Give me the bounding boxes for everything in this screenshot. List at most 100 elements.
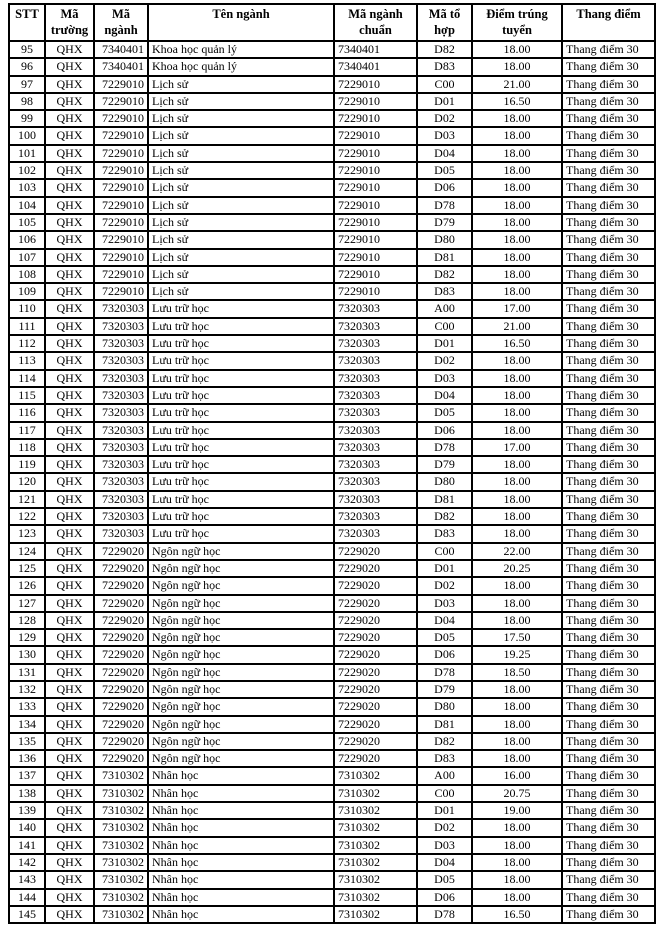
table-row: 108 QHX 7229010 Lịch sử 7229010 D82 18.00 Thang… — [8, 264, 656, 285]
cell-ma-truong: QHX — [44, 230, 95, 250]
cell-ma-to-hop: D79 — [416, 212, 473, 233]
cell-ma-nganh: 7320303 — [93, 472, 149, 492]
cell-diem-trung-tuyen: 16.50 — [471, 334, 563, 354]
header-ma-truong: Mã trường — [44, 3, 95, 42]
table-row: 136 QHX 7229020 Ngôn ngữ học 7229020 D83 18.00… — [8, 749, 656, 769]
cell-ma-to-hop: D78 — [416, 662, 473, 683]
table-row: 143 QHX 7310302 Nhân học 7310302 D05 18.00 Than… — [8, 870, 656, 890]
cell-ma-nganh: 7320303 — [93, 299, 149, 319]
cell-ten-nganh: Ngôn ngữ học — [147, 679, 335, 700]
cell-thang-diem: Thang điểm 30 — [561, 662, 656, 683]
cell-ma-to-hop: D79 — [416, 679, 473, 700]
cell-diem-trung-tuyen: 19.25 — [471, 645, 563, 665]
cell-ma-nganh-chuan: 7229010 — [333, 247, 418, 267]
cell-diem-trung-tuyen: 18.00 — [471, 57, 563, 77]
cell-stt: 117 — [8, 420, 46, 440]
table-row: 105 QHX 7229010 Lịch sử 7229010 D79 18.00 Thang… — [8, 212, 656, 233]
table-row: 133 QHX 7229020 Ngôn ngữ học 7229020 D80 18.00… — [8, 697, 656, 717]
cell-ma-nganh-chuan: 7229010 — [333, 161, 418, 181]
cell-diem-trung-tuyen: 18.00 — [471, 109, 563, 129]
cell-ma-nganh: 7310302 — [93, 904, 149, 925]
cell-stt: 98 — [8, 91, 46, 112]
cell-ma-nganh: 7340401 — [93, 39, 149, 60]
table-row: 123 QHX 7320303 Lưu trữ học 7320303 D83 18.00 T… — [8, 524, 656, 544]
cell-ma-truong: QHX — [44, 835, 95, 855]
cell-diem-trung-tuyen: 18.00 — [471, 455, 563, 475]
cell-ma-truong: QHX — [44, 351, 95, 371]
cell-ma-truong: QHX — [44, 610, 95, 631]
cell-ten-nganh: Nhân học — [147, 818, 335, 838]
cell-ma-nganh: 7229020 — [93, 662, 149, 683]
cell-ma-nganh: 7229010 — [93, 74, 149, 94]
cell-thang-diem: Thang điểm 30 — [561, 91, 656, 112]
cell-ma-nganh-chuan: 7320303 — [333, 506, 418, 527]
cell-thang-diem: Thang điểm 30 — [561, 230, 656, 250]
cell-stt: 109 — [8, 282, 46, 302]
cell-stt: 142 — [8, 852, 46, 873]
cell-diem-trung-tuyen: 18.00 — [471, 870, 563, 890]
cell-diem-trung-tuyen: 16.50 — [471, 91, 563, 112]
header-ten-nganh: Tên ngành — [147, 3, 335, 42]
cell-stt: 128 — [8, 610, 46, 631]
cell-ma-nganh-chuan: 7229010 — [333, 195, 418, 215]
table-row: 145 QHX 7310302 Nhân học 7310302 D78 16.50 Than… — [8, 904, 656, 925]
header-diem-trung-tuyen: Điểm trúng tuyển — [471, 3, 563, 42]
cell-thang-diem: Thang điểm 30 — [561, 472, 656, 492]
table-row: 128 QHX 7229020 Ngôn ngữ học 7229020 D04 18.00… — [8, 610, 656, 631]
cell-stt: 111 — [8, 316, 46, 337]
cell-ma-nganh-chuan: 7229020 — [333, 593, 418, 613]
cell-ma-nganh: 7229010 — [93, 178, 149, 198]
cell-diem-trung-tuyen: 19.00 — [471, 801, 563, 821]
cell-ten-nganh: Ngôn ngữ học — [147, 610, 335, 631]
cell-ma-nganh-chuan: 7310302 — [333, 852, 418, 873]
table-row: 129 QHX 7229020 Ngôn ngữ học 7229020 D05 17.50… — [8, 628, 656, 648]
cell-thang-diem: Thang điểm 30 — [561, 126, 656, 146]
cell-ma-to-hop: D02 — [416, 818, 473, 838]
cell-ma-to-hop: D83 — [416, 282, 473, 302]
cell-ma-truong: QHX — [44, 714, 95, 734]
cell-ten-nganh: Lịch sử — [147, 282, 335, 302]
table-row: 102 QHX 7229010 Lịch sử 7229010 D05 18.00 Thang… — [8, 161, 656, 181]
cell-ma-nganh: 7320303 — [93, 506, 149, 527]
table-row: 140 QHX 7310302 Nhân học 7310302 D02 18.00 Than… — [8, 818, 656, 838]
table-row: 135 QHX 7229020 Ngôn ngữ học 7229020 D82 18.00… — [8, 731, 656, 752]
cell-stt: 136 — [8, 749, 46, 769]
cell-diem-trung-tuyen: 16.50 — [471, 904, 563, 925]
cell-ma-nganh-chuan: 7320303 — [333, 403, 418, 423]
cell-ma-to-hop: D02 — [416, 109, 473, 129]
cell-ma-to-hop: C00 — [416, 74, 473, 94]
cell-ma-nganh-chuan: 7320303 — [333, 334, 418, 354]
cell-ma-nganh-chuan: 7229010 — [333, 282, 418, 302]
cell-diem-trung-tuyen: 20.25 — [471, 558, 563, 579]
cell-stt: 139 — [8, 801, 46, 821]
cell-ten-nganh: Ngôn ngữ học — [147, 749, 335, 769]
header-row: STT Mã trường Mã ngành Tên ngành Mã ngành ch… — [8, 3, 656, 42]
cell-ma-nganh: 7229020 — [93, 541, 149, 561]
cell-ma-truong: QHX — [44, 679, 95, 700]
cell-ma-nganh-chuan: 7320303 — [333, 385, 418, 406]
header-ma-to-hop: Mã tổ hợp — [416, 3, 473, 42]
cell-ma-nganh-chuan: 7310302 — [333, 887, 418, 907]
cell-ma-to-hop: D80 — [416, 472, 473, 492]
cell-diem-trung-tuyen: 18.00 — [471, 576, 563, 596]
table-row: 144 QHX 7310302 Nhân học 7310302 D06 18.00 Than… — [8, 887, 656, 907]
cell-ma-truong: QHX — [44, 212, 95, 233]
cell-thang-diem: Thang điểm 30 — [561, 299, 656, 319]
cell-stt: 95 — [8, 39, 46, 60]
cell-ten-nganh: Lịch sử — [147, 91, 335, 112]
cell-thang-diem: Thang điểm 30 — [561, 645, 656, 665]
cell-stt: 99 — [8, 109, 46, 129]
cell-ma-nganh-chuan: 7310302 — [333, 766, 418, 786]
cell-ma-to-hop: D06 — [416, 645, 473, 665]
cell-ma-to-hop: D83 — [416, 749, 473, 769]
cell-ma-nganh-chuan: 7229010 — [333, 143, 418, 164]
cell-diem-trung-tuyen: 17.00 — [471, 299, 563, 319]
cell-ma-nganh-chuan: 7320303 — [333, 524, 418, 544]
cell-stt: 120 — [8, 472, 46, 492]
cell-ma-truong: QHX — [44, 697, 95, 717]
cell-ma-nganh-chuan: 7320303 — [333, 420, 418, 440]
table-row: 119 QHX 7320303 Lưu trữ học 7320303 D79 18.00 T… — [8, 455, 656, 475]
cell-thang-diem: Thang điểm 30 — [561, 576, 656, 596]
cell-ma-nganh: 7310302 — [93, 852, 149, 873]
